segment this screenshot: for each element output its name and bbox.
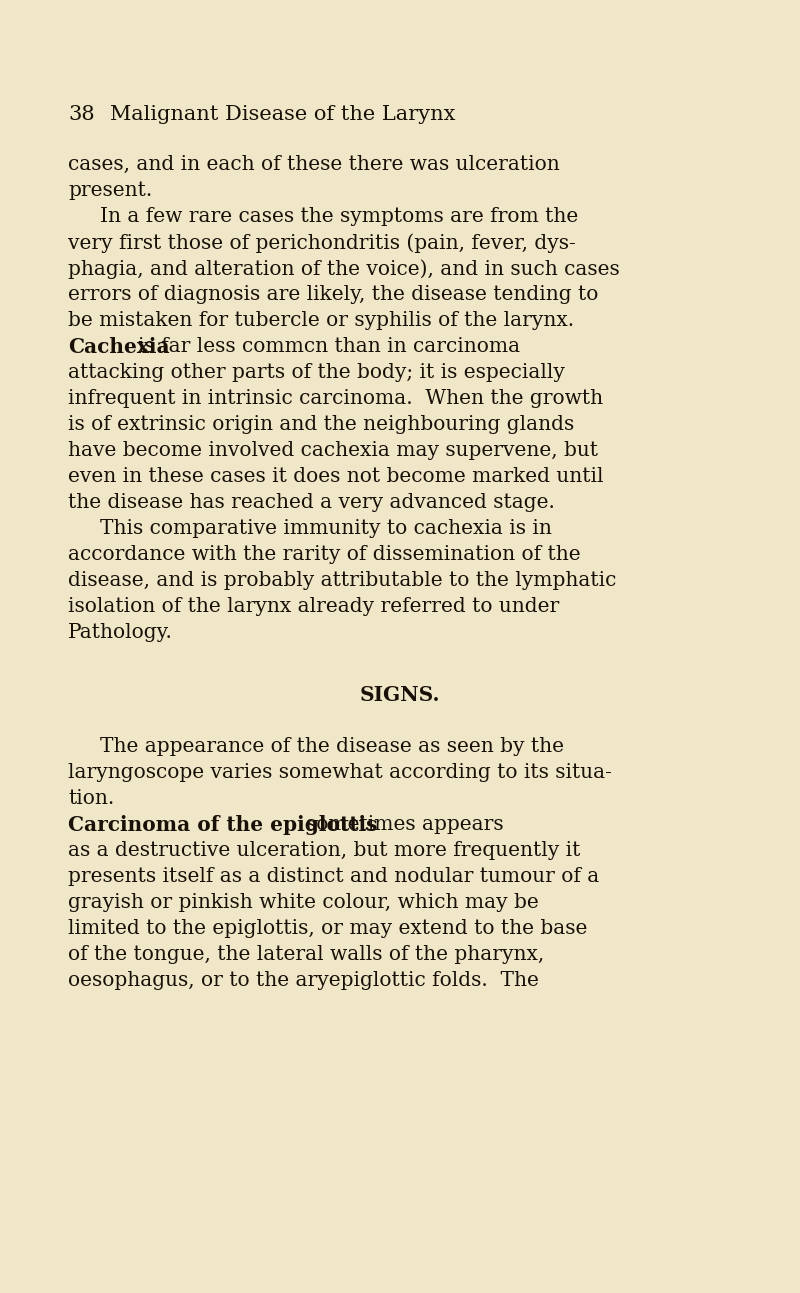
Text: laryngoscope varies somewhat according to its situa-: laryngoscope varies somewhat according t… xyxy=(68,763,612,782)
Text: In a few rare cases the symptoms are from the: In a few rare cases the symptoms are fro… xyxy=(100,207,578,226)
Text: have become involved cachexia may supervene, but: have become involved cachexia may superv… xyxy=(68,441,598,460)
Text: very first those of perichondritis (pain, fever, dys-: very first those of perichondritis (pain… xyxy=(68,233,576,252)
Text: accordance with the rarity of dissemination of the: accordance with the rarity of disseminat… xyxy=(68,546,581,564)
Text: phagia, and alteration of the voice), and in such cases: phagia, and alteration of the voice), an… xyxy=(68,259,620,279)
Text: as a destructive ulceration, but more frequently it: as a destructive ulceration, but more fr… xyxy=(68,840,580,860)
Text: SIGNS.: SIGNS. xyxy=(360,685,440,705)
Text: sometimes appears: sometimes appears xyxy=(306,815,504,834)
Text: Carcinoma of the epiglottis: Carcinoma of the epiglottis xyxy=(68,815,378,835)
Text: tion.: tion. xyxy=(68,789,114,808)
Text: the disease has reached a very advanced stage.: the disease has reached a very advanced … xyxy=(68,493,555,512)
Text: This comparative immunity to cachexia is in: This comparative immunity to cachexia is… xyxy=(100,518,552,538)
Text: be mistaken for tubercle or syphilis of the larynx.: be mistaken for tubercle or syphilis of … xyxy=(68,312,574,330)
Text: cases, and in each of these there was ulceration: cases, and in each of these there was ul… xyxy=(68,155,560,175)
Text: of the tongue, the lateral walls of the pharynx,: of the tongue, the lateral walls of the … xyxy=(68,945,544,965)
Text: present.: present. xyxy=(68,181,152,200)
Text: presents itself as a distinct and nodular tumour of a: presents itself as a distinct and nodula… xyxy=(68,868,599,886)
Text: attacking other parts of the body; it is especially: attacking other parts of the body; it is… xyxy=(68,363,565,381)
Text: even in these cases it does not become marked until: even in these cases it does not become m… xyxy=(68,467,603,486)
Text: errors of diagnosis are likely, the disease tending to: errors of diagnosis are likely, the dise… xyxy=(68,284,598,304)
Text: is of extrinsic origin and the neighbouring glands: is of extrinsic origin and the neighbour… xyxy=(68,415,574,434)
Text: isolation of the larynx already referred to under: isolation of the larynx already referred… xyxy=(68,597,559,615)
Text: Cachexia: Cachexia xyxy=(68,337,170,357)
Text: oesophagus, or to the aryepiglottic folds.  The: oesophagus, or to the aryepiglottic fold… xyxy=(68,971,539,990)
Text: 38: 38 xyxy=(68,105,94,124)
Text: Malignant Disease of the Larynx: Malignant Disease of the Larynx xyxy=(110,105,455,124)
Text: grayish or pinkish white colour, which may be: grayish or pinkish white colour, which m… xyxy=(68,893,538,912)
Text: infrequent in intrinsic carcinoma.  When the growth: infrequent in intrinsic carcinoma. When … xyxy=(68,389,603,409)
Text: limited to the epiglottis, or may extend to the base: limited to the epiglottis, or may extend… xyxy=(68,919,587,937)
Text: The appearance of the disease as seen by the: The appearance of the disease as seen by… xyxy=(100,737,564,756)
Text: Pathology.: Pathology. xyxy=(68,623,173,643)
Text: disease, and is probably attributable to the lymphatic: disease, and is probably attributable to… xyxy=(68,572,616,590)
Text: is far less commcn than in carcinoma: is far less commcn than in carcinoma xyxy=(138,337,520,356)
